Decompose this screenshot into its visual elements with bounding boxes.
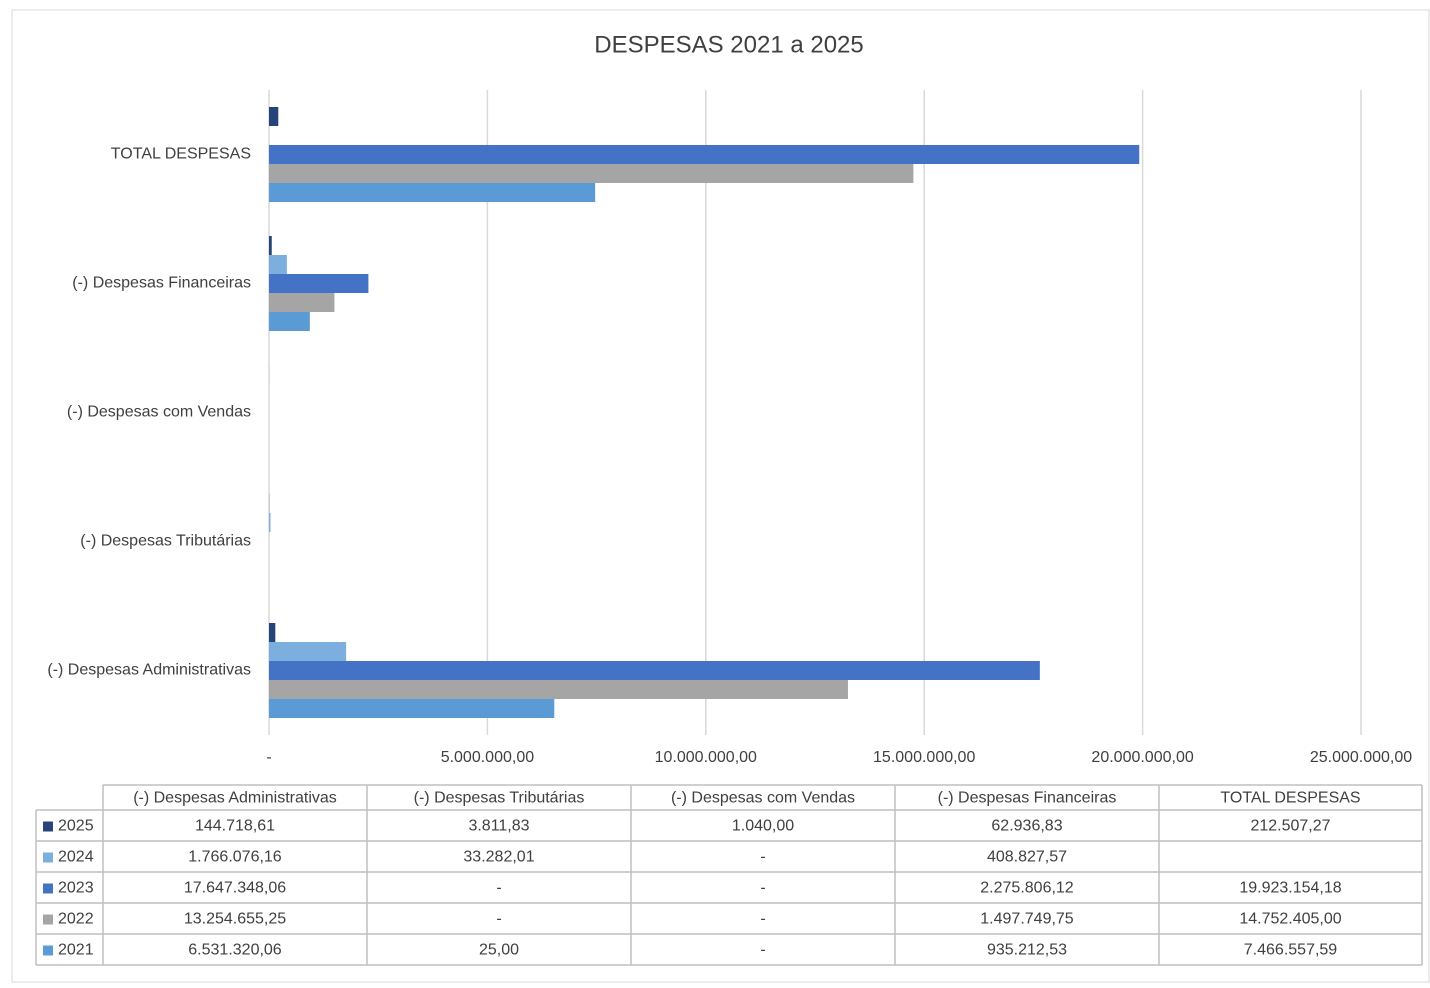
bar: [269, 164, 913, 183]
table-cell: 7.466.557,59: [1244, 942, 1338, 959]
table-cell: -: [760, 942, 765, 959]
bar: [269, 183, 595, 202]
legend-swatch: [43, 946, 53, 956]
table-header: (-) Despesas Administrativas: [133, 790, 337, 807]
legend-swatch: [43, 915, 53, 925]
bar: [269, 293, 334, 312]
bar: [269, 642, 346, 661]
table-cell: -: [496, 911, 501, 928]
table-cell: 33.282,01: [463, 849, 534, 866]
table-cell: -: [760, 849, 765, 866]
table-cell: 408.827,57: [987, 849, 1067, 866]
table-cell: 1.040,00: [732, 818, 794, 835]
y-tick-label: (-) Despesas Administrativas: [47, 662, 251, 679]
table-cell: 62.936,83: [991, 818, 1062, 835]
x-tick-label: 25.000.000,00: [1310, 749, 1412, 766]
y-tick-label: (-) Despesas Tributárias: [80, 533, 251, 550]
table-cell: 144.718,61: [195, 818, 275, 835]
x-tick-label: 15.000.000,00: [873, 749, 975, 766]
legend-label: 2025: [58, 818, 94, 835]
x-tick-label: 10.000.000,00: [655, 749, 757, 766]
legend-swatch: [43, 853, 53, 863]
table-cell: 6.531.320,06: [188, 942, 282, 959]
table-cell: -: [760, 911, 765, 928]
bar: [269, 661, 1040, 680]
y-tick-label: TOTAL DESPESAS: [111, 146, 251, 163]
chart-title: DESPESAS 2021 a 2025: [594, 31, 864, 58]
legend-swatch: [43, 822, 53, 832]
x-tick-label: -: [266, 749, 271, 766]
bar: [269, 680, 848, 699]
table-header: TOTAL DESPESAS: [1220, 790, 1360, 807]
legend-swatch: [43, 884, 53, 894]
bar: [269, 699, 554, 718]
bar: [269, 623, 275, 642]
bar: [269, 274, 368, 293]
y-tick-label: (-) Despesas Financeiras: [72, 275, 251, 292]
legend-label: 2024: [58, 849, 94, 866]
table-cell: -: [496, 880, 501, 897]
y-tick-label: (-) Despesas com Vendas: [67, 404, 251, 421]
table-cell: 3.811,83: [468, 818, 529, 835]
table-cell: 2.275.806,12: [980, 880, 1074, 897]
bar: [269, 513, 270, 532]
table-cell: 25,00: [479, 942, 519, 959]
table-cell: 1.497.749,75: [980, 911, 1074, 928]
table-cell: 13.254.655,25: [184, 911, 286, 928]
table-cell: 212.507,27: [1250, 818, 1330, 835]
legend-label: 2022: [58, 911, 94, 928]
legend-label: 2023: [58, 880, 94, 897]
table-cell: 19.923.154,18: [1239, 880, 1341, 897]
table-header: (-) Despesas Tributárias: [414, 790, 585, 807]
table-header: (-) Despesas Financeiras: [938, 790, 1117, 807]
bar: [269, 255, 287, 274]
table-cell: 14.752.405,00: [1239, 911, 1341, 928]
table-header: (-) Despesas com Vendas: [671, 790, 855, 807]
bar: [269, 312, 310, 331]
table-cell: -: [760, 880, 765, 897]
x-tick-label: 20.000.000,00: [1091, 749, 1193, 766]
legend-label: 2021: [58, 942, 94, 959]
bar: [269, 107, 278, 126]
table-cell: 17.647.348,06: [184, 880, 286, 897]
bar: [269, 145, 1139, 164]
x-tick-label: 5.000.000,00: [441, 749, 535, 766]
table-cell: 935.212,53: [987, 942, 1067, 959]
bar: [269, 236, 272, 255]
table-cell: 1.766.076,16: [188, 849, 282, 866]
